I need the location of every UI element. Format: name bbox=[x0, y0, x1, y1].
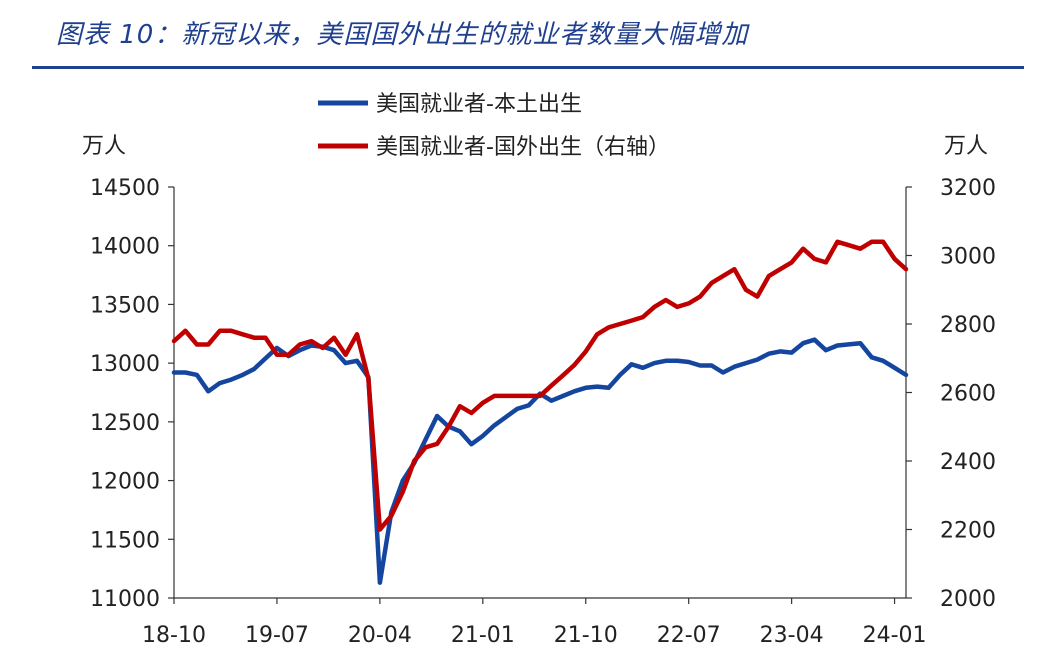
left-tick-label: 14000 bbox=[90, 235, 160, 260]
series-line-native-born bbox=[171, 337, 909, 585]
right-tick-label: 3200 bbox=[940, 176, 996, 201]
left-tick-label: 13000 bbox=[90, 352, 160, 377]
x-tick-label: 23-04 bbox=[760, 623, 824, 648]
right-tick-label: 2400 bbox=[940, 450, 996, 475]
x-tick-label: 20-04 bbox=[348, 623, 412, 648]
right-tick-label: 2000 bbox=[940, 587, 996, 612]
left-tick-label: 14500 bbox=[90, 176, 160, 201]
x-tick-label: 18-10 bbox=[142, 623, 206, 648]
x-tick-label: 21-10 bbox=[554, 623, 618, 648]
legend-label: 美国就业者-国外出生（右轴） bbox=[376, 135, 670, 160]
left-unit-label: 万人 bbox=[82, 134, 126, 159]
left-tick-label: 11000 bbox=[90, 587, 160, 612]
right-tick-label: 2200 bbox=[940, 519, 996, 544]
chart-title: 图表 10：新冠以来，美国国外出生的就业者数量大幅增加 bbox=[56, 20, 749, 50]
right-tick-label: 2800 bbox=[940, 313, 996, 338]
series-line-foreign-born bbox=[171, 239, 909, 532]
left-tick-label: 13500 bbox=[90, 293, 160, 318]
legend-label: 美国就业者-本土出生 bbox=[376, 92, 582, 117]
x-tick-label: 19-07 bbox=[245, 623, 309, 648]
title-underline bbox=[32, 66, 1024, 69]
x-tick-label: 24-01 bbox=[863, 623, 927, 648]
left-tick-label: 11500 bbox=[90, 528, 160, 553]
left-tick-label: 12000 bbox=[90, 470, 160, 495]
left-tick-label: 12500 bbox=[90, 411, 160, 436]
x-tick-label: 22-07 bbox=[657, 623, 721, 648]
right-tick-label: 2600 bbox=[940, 382, 996, 407]
x-tick-label: 21-01 bbox=[451, 623, 515, 648]
right-tick-label: 3000 bbox=[940, 245, 996, 270]
right-unit-label: 万人 bbox=[944, 134, 988, 159]
